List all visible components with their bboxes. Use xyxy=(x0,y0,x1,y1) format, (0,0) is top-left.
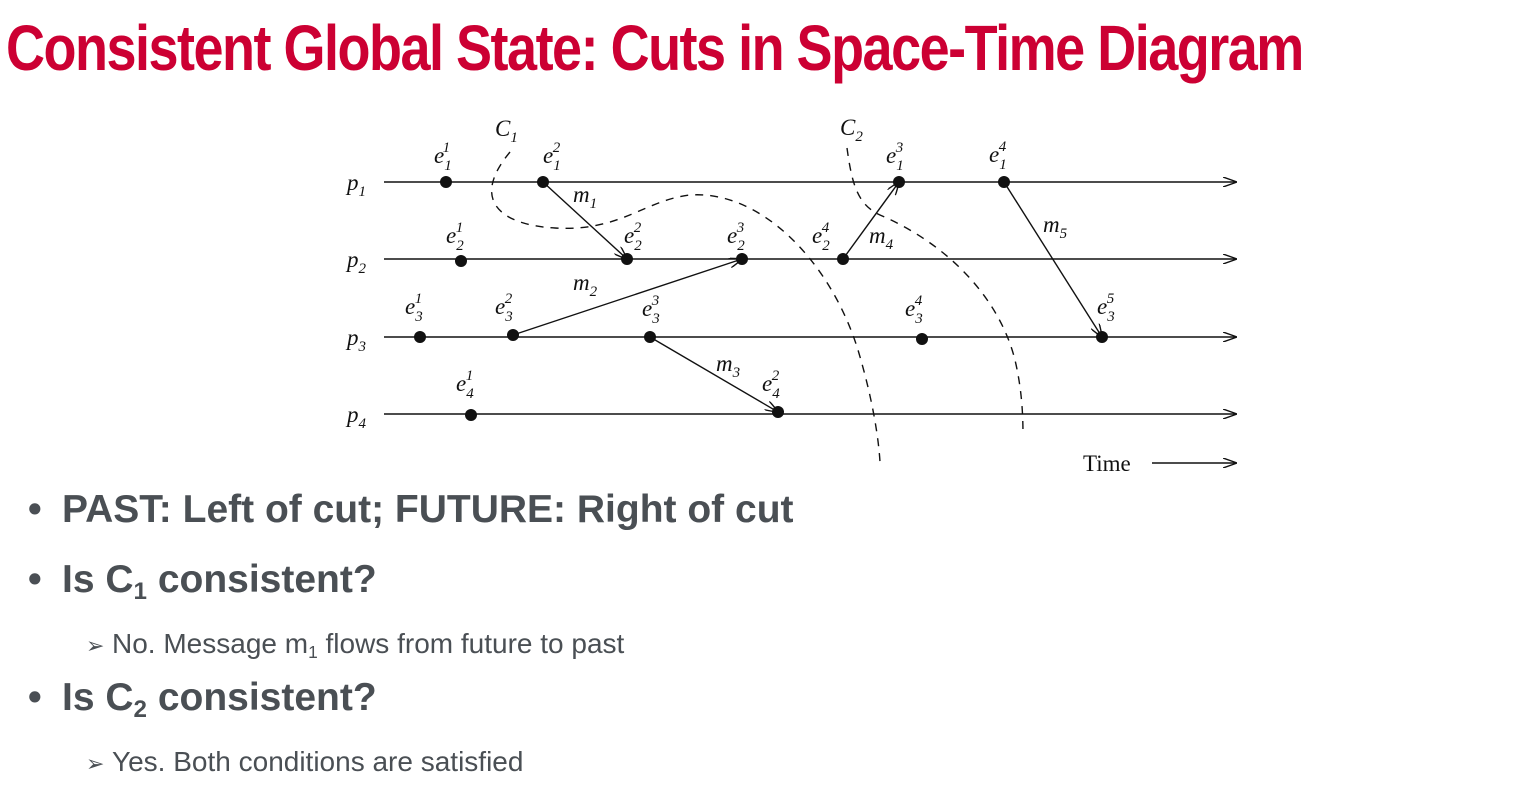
event-label-e1-1: e11 xyxy=(434,140,451,174)
message-label-m5: m5 xyxy=(1043,212,1068,242)
event-dot-e1-2 xyxy=(537,176,549,188)
event-label-e1-2: e12 xyxy=(543,140,561,174)
message-m2-arrow xyxy=(512,259,742,336)
cut-c2-line xyxy=(846,147,1024,437)
event-dot-e3-3 xyxy=(644,331,656,343)
event-dot-e2-3 xyxy=(736,253,748,265)
arrow-bullet-icon: ➢ xyxy=(86,751,105,776)
event-label-e2-4: e24 xyxy=(812,220,830,254)
event-dot-e1-1 xyxy=(440,176,452,188)
event-label-e3-1: e31 xyxy=(405,291,423,325)
event-dot-e3-2 xyxy=(507,329,519,341)
event-label-e3-5: e35 xyxy=(1097,291,1115,325)
event-dot-e3-5 xyxy=(1096,331,1108,343)
message-label-m3: m3 xyxy=(716,351,740,381)
event-label-e3-4: e34 xyxy=(905,293,923,327)
bullet-list: • PAST: Left of cut; FUTURE: Right of cut… xyxy=(28,488,794,794)
event-label-e2-2: e22 xyxy=(624,220,642,254)
process-label-p1: p1 xyxy=(345,170,366,200)
event-label-e1-3: e13 xyxy=(886,140,904,174)
slide-title: Consistent Global State: Cuts in Space-T… xyxy=(6,13,1304,84)
event-label-e4-1: e41 xyxy=(456,368,474,402)
time-label: Time xyxy=(1083,451,1131,476)
cut-label-c1: C1 xyxy=(495,116,518,146)
event-dot-e4-2 xyxy=(772,406,784,418)
event-label-e4-2: e42 xyxy=(762,368,780,402)
process-label-p4: p4 xyxy=(345,402,367,432)
sub-bullet-c2-answer: ➢ Yes. Both conditions are satisfied xyxy=(86,746,524,777)
event-dot-e3-1 xyxy=(414,331,426,343)
bullet-dot: • xyxy=(28,558,42,601)
event-dot-e2-2 xyxy=(621,253,633,265)
event-label-e2-3: e23 xyxy=(727,220,745,254)
cut-c1-line xyxy=(490,151,881,463)
message-m1-arrow xyxy=(542,181,627,259)
message-m5-arrow xyxy=(1003,181,1102,337)
process-label-p2: p2 xyxy=(345,247,367,277)
event-label-e1-4: e14 xyxy=(989,139,1007,173)
event-dot-e2-1 xyxy=(455,255,467,267)
event-dot-e1-3 xyxy=(893,176,905,188)
message-m4-arrow xyxy=(842,182,899,260)
message-m3-arrow xyxy=(649,336,778,412)
arrow-bullet-icon: ➢ xyxy=(86,633,105,658)
event-dot-e1-4 xyxy=(998,176,1010,188)
process-label-p3: p3 xyxy=(345,325,366,355)
bullet-past-future: • PAST: Left of cut; FUTURE: Right of cut xyxy=(28,488,794,531)
event-label-e3-3: e33 xyxy=(642,293,660,327)
event-dot-e3-4 xyxy=(916,333,928,345)
bullet-c2-question: • Is C2 consistent? xyxy=(28,676,377,723)
event-dot-e2-4 xyxy=(837,253,849,265)
message-label-m2: m2 xyxy=(573,270,598,300)
sub-bullet-c1-answer: ➢ No. Message m1 flows from future to pas… xyxy=(86,628,625,662)
bullet-dot: • xyxy=(28,676,42,719)
event-label-e3-2: e32 xyxy=(495,291,513,325)
message-label-m1: m1 xyxy=(573,182,597,212)
event-label-e2-1: e21 xyxy=(446,220,464,254)
bullet-c1-question: • Is C1 consistent? xyxy=(28,558,377,605)
bullet-dot: • xyxy=(28,488,42,531)
cut-label-c2: C2 xyxy=(840,115,863,145)
message-label-m4: m4 xyxy=(869,223,894,253)
event-dot-e4-1 xyxy=(465,409,477,421)
